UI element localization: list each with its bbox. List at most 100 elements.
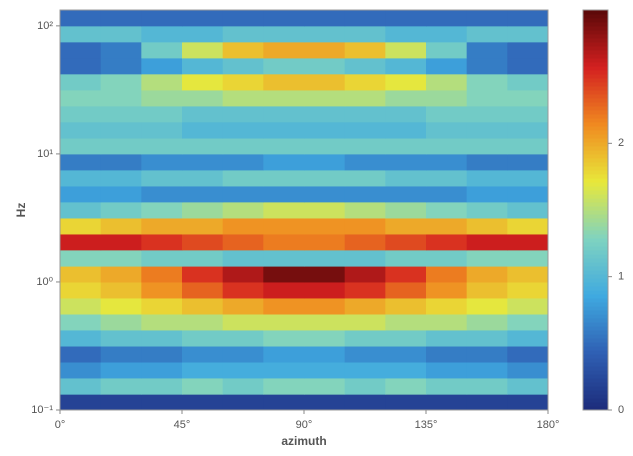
heatmap-cell: [426, 105, 468, 123]
heatmap-cell: [466, 153, 508, 171]
colorbar-step: [583, 54, 608, 59]
heatmap-cell: [100, 217, 142, 235]
heatmap-cell: [344, 266, 386, 283]
heatmap-cell: [60, 313, 102, 331]
colorbar-step: [583, 10, 608, 15]
heatmap-cell: [100, 138, 142, 155]
heatmap-cell: [182, 89, 224, 107]
heatmap-cell: [385, 329, 427, 347]
colorbar-step: [583, 234, 608, 239]
heatmap-cell: [304, 57, 346, 75]
heatmap-cell: [141, 394, 183, 411]
heatmap-cell: [426, 249, 468, 267]
heatmap-cell: [182, 346, 224, 363]
heatmap-cell: [182, 121, 224, 139]
heatmap-cell: [263, 217, 305, 235]
heatmap-cell: [507, 233, 549, 251]
heatmap-cell: [182, 281, 224, 299]
colorbar-step: [583, 42, 608, 47]
heatmap-cell: [182, 217, 224, 235]
heatmap-cell: [100, 249, 142, 267]
colorbar-step: [583, 70, 608, 75]
heatmap-cell: [141, 266, 183, 283]
heatmap-cell: [141, 169, 183, 187]
heatmap-cell: [385, 105, 427, 123]
heatmap-cell: [344, 169, 386, 187]
heatmap-cell: [141, 138, 183, 155]
colorbar-step: [583, 330, 608, 335]
heatmap-cell: [385, 57, 427, 75]
heatmap-cell: [507, 329, 549, 347]
colorbar-step: [583, 150, 608, 155]
heatmap-cell: [507, 281, 549, 299]
heatmap-cell: [182, 394, 224, 411]
heatmap-cell: [222, 121, 264, 139]
colorbar-step: [583, 94, 608, 99]
heatmap-cell: [426, 233, 468, 251]
heatmap-cell: [344, 89, 386, 107]
heatmap-cell: [426, 281, 468, 299]
colorbar-step: [583, 370, 608, 375]
heatmap-cell: [222, 10, 264, 27]
heatmap-cell: [263, 105, 305, 123]
heatmap-cell: [426, 297, 468, 315]
heatmap-cell: [507, 41, 549, 59]
heatmap-cell: [344, 138, 386, 155]
heatmap-cell: [60, 201, 102, 219]
heatmap-cell: [466, 73, 508, 91]
heatmap-cell: [304, 346, 346, 363]
heatmap-cell: [466, 249, 508, 267]
heatmap-cell: [100, 121, 142, 139]
heatmap-cell: [385, 313, 427, 331]
colorbar-step: [583, 22, 608, 27]
heatmap-cell: [344, 346, 386, 363]
heatmap-cell: [100, 105, 142, 123]
heatmap-cell: [60, 169, 102, 187]
colorbar-step: [583, 386, 608, 391]
heatmap-cell: [141, 362, 183, 379]
heatmap-cell: [263, 346, 305, 363]
heatmap-cell: [344, 217, 386, 235]
heatmap-cell: [60, 25, 102, 43]
colorbar-step: [583, 90, 608, 95]
heatmap-cell: [100, 153, 142, 171]
heatmap-cell: [60, 281, 102, 299]
heatmap-cell: [60, 105, 102, 123]
heatmap-cell: [222, 201, 264, 219]
heatmap-cell: [263, 57, 305, 75]
heatmap-cell: [263, 394, 305, 411]
heatmap-cell: [507, 10, 549, 27]
heatmap-cell: [344, 362, 386, 379]
colorbar-step: [583, 402, 608, 407]
heatmap-cell: [507, 346, 549, 363]
heatmap-cell: [141, 89, 183, 107]
heatmap-cell: [60, 217, 102, 235]
heatmap-cell: [466, 362, 508, 379]
heatmap-cell: [182, 233, 224, 251]
heatmap-cell: [385, 201, 427, 219]
heatmap-cell: [100, 41, 142, 59]
colorbar-step: [583, 394, 608, 399]
heatmap-cell: [182, 153, 224, 171]
heatmap-cell: [344, 73, 386, 91]
heatmap-cell: [60, 10, 102, 27]
colorbar-step: [583, 166, 608, 171]
heatmap-cell: [385, 377, 427, 395]
heatmap-cell: [385, 138, 427, 155]
heatmap-cell: [507, 25, 549, 43]
colorbar-frame: [582, 9, 609, 411]
heatmap-cell: [304, 313, 346, 331]
colorbar-step: [583, 390, 608, 395]
heatmap-cell: [263, 201, 305, 219]
heatmap-cell: [263, 73, 305, 91]
colorbar-step: [583, 382, 608, 387]
colorbar-step: [583, 142, 608, 147]
colorbar-step: [583, 374, 608, 379]
heatmap-cell: [100, 329, 142, 347]
heatmap-cell: [222, 233, 264, 251]
heatmap-cell: [304, 281, 346, 299]
y-tick-label: 10¹: [37, 148, 53, 160]
colorbar-step: [583, 138, 608, 143]
heatmap-cell: [466, 25, 508, 43]
colorbar-step: [583, 322, 608, 327]
